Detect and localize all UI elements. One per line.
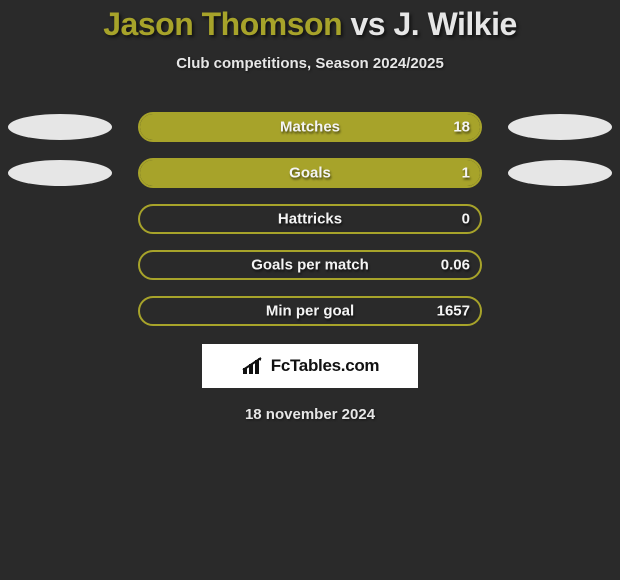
header: Jason Thomson vs J. Wilkie Club competit… [0, 0, 620, 72]
chart-icon [241, 356, 265, 376]
left-ellipse [8, 160, 112, 186]
stat-bar: Goals per match 0.06 [138, 250, 482, 280]
left-ellipse [8, 114, 112, 140]
subtitle: Club competitions, Season 2024/2025 [0, 55, 620, 72]
stat-label: Goals [289, 165, 331, 182]
right-ellipse [508, 160, 612, 186]
stat-label: Min per goal [266, 303, 354, 320]
logo-text: FcTables.com [271, 356, 380, 376]
stats-area: Matches 18 Goals 1 Hattricks 0 Goals per match… [0, 112, 620, 326]
stat-row: Goals per match 0.06 [0, 250, 620, 280]
stat-right-value: 0.06 [441, 257, 470, 274]
stat-bar: Hattricks 0 [138, 204, 482, 234]
stat-label: Goals per match [251, 257, 369, 274]
stat-right-value: 1657 [437, 303, 470, 320]
stat-label: Matches [280, 119, 340, 136]
page-title: Jason Thomson vs J. Wilkie [0, 6, 620, 43]
player2-name: J. Wilkie [393, 6, 516, 42]
player1-name: Jason Thomson [103, 6, 342, 42]
date-text: 18 november 2024 [0, 406, 620, 423]
stat-row: Matches 18 [0, 112, 620, 142]
stat-row: Hattricks 0 [0, 204, 620, 234]
stat-right-value: 0 [462, 211, 470, 228]
right-ellipse [508, 114, 612, 140]
stat-label: Hattricks [278, 211, 342, 228]
stat-bar: Min per goal 1657 [138, 296, 482, 326]
stat-bar: Matches 18 [138, 112, 482, 142]
versus-text: vs [351, 6, 386, 42]
logo-box: FcTables.com [202, 344, 418, 388]
stat-bar: Goals 1 [138, 158, 482, 188]
stat-row: Goals 1 [0, 158, 620, 188]
stat-row: Min per goal 1657 [0, 296, 620, 326]
stat-right-value: 18 [453, 119, 470, 136]
stat-right-value: 1 [462, 165, 470, 182]
